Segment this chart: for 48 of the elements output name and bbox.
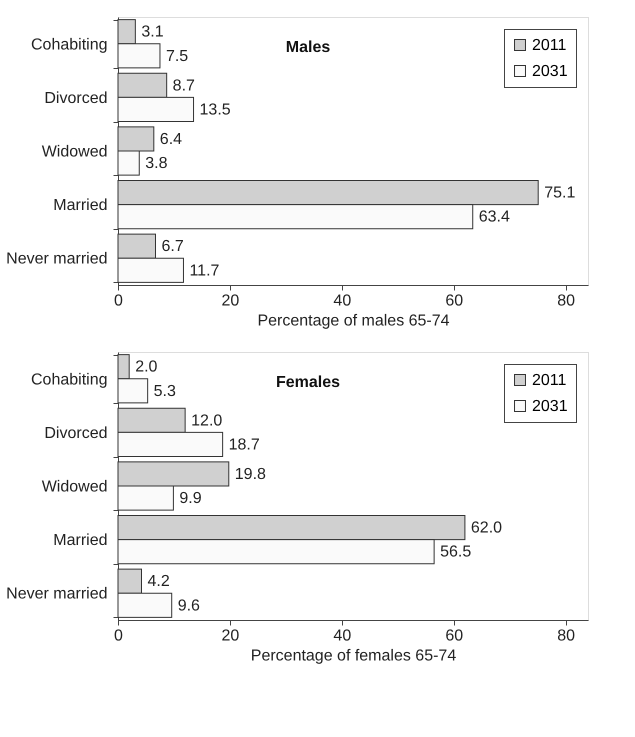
x-tick-label: 40: [333, 628, 352, 644]
y-tick-label: Widowed: [42, 478, 108, 496]
data-label: 3.8: [145, 155, 168, 172]
y-tick-label: Widowed: [42, 144, 108, 160]
data-label: 18.7: [228, 436, 260, 454]
x-tick-label: 20: [222, 628, 240, 644]
data-label: 4.2: [148, 573, 170, 590]
y-tick-label: Married: [53, 197, 108, 214]
x-axis-title: Percentage of females 65-74: [250, 648, 456, 664]
legend-label: 2011: [532, 37, 567, 54]
x-tick-label: 20: [222, 292, 240, 310]
data-label: 11.7: [189, 262, 220, 280]
y-tick-label: Married: [53, 532, 108, 550]
data-label: 2.0: [135, 358, 158, 376]
x-tick-label: 80: [557, 292, 576, 310]
data-label: 5.3: [154, 382, 176, 400]
data-label: 62.0: [470, 520, 502, 537]
y-tick-label: Divorced: [44, 90, 108, 107]
data-label: 63.4: [478, 208, 510, 226]
x-tick-label: 0: [114, 292, 124, 310]
legend-label: 2031: [532, 63, 568, 80]
data-label: 13.5: [200, 101, 231, 118]
y-tick-label: Cohabiting: [31, 36, 108, 54]
x-tick-label: 60: [445, 292, 464, 310]
data-label: 6.4: [160, 130, 182, 148]
legend-label: 2031: [532, 398, 568, 415]
legend-label: 2011: [532, 372, 567, 389]
data-label: 6.7: [161, 238, 184, 256]
data-label: 56.5: [440, 544, 472, 561]
annotation: Males: [286, 39, 330, 56]
x-tick-label: 80: [557, 628, 576, 644]
annotation: Females: [276, 374, 340, 391]
y-tick-label: Cohabiting: [31, 371, 108, 388]
x-tick-label: 60: [445, 628, 464, 644]
data-label: 9.6: [178, 597, 200, 614]
data-label: 75.1: [544, 184, 576, 202]
y-tick-label: Never married: [6, 586, 108, 603]
y-tick-label: Divorced: [44, 424, 108, 442]
data-label: 3.1: [141, 24, 164, 41]
x-tick-label: 0: [114, 628, 124, 644]
data-label: 7.5: [166, 48, 188, 65]
data-label: 9.9: [179, 490, 202, 508]
data-label: 8.7: [172, 77, 196, 94]
x-tick-label: 40: [333, 292, 352, 310]
x-axis-title: Percentage of males 65-74: [257, 312, 450, 330]
data-label: 12.0: [191, 412, 222, 430]
data-label: 19.8: [234, 466, 266, 483]
y-tick-label: Never married: [6, 250, 108, 268]
